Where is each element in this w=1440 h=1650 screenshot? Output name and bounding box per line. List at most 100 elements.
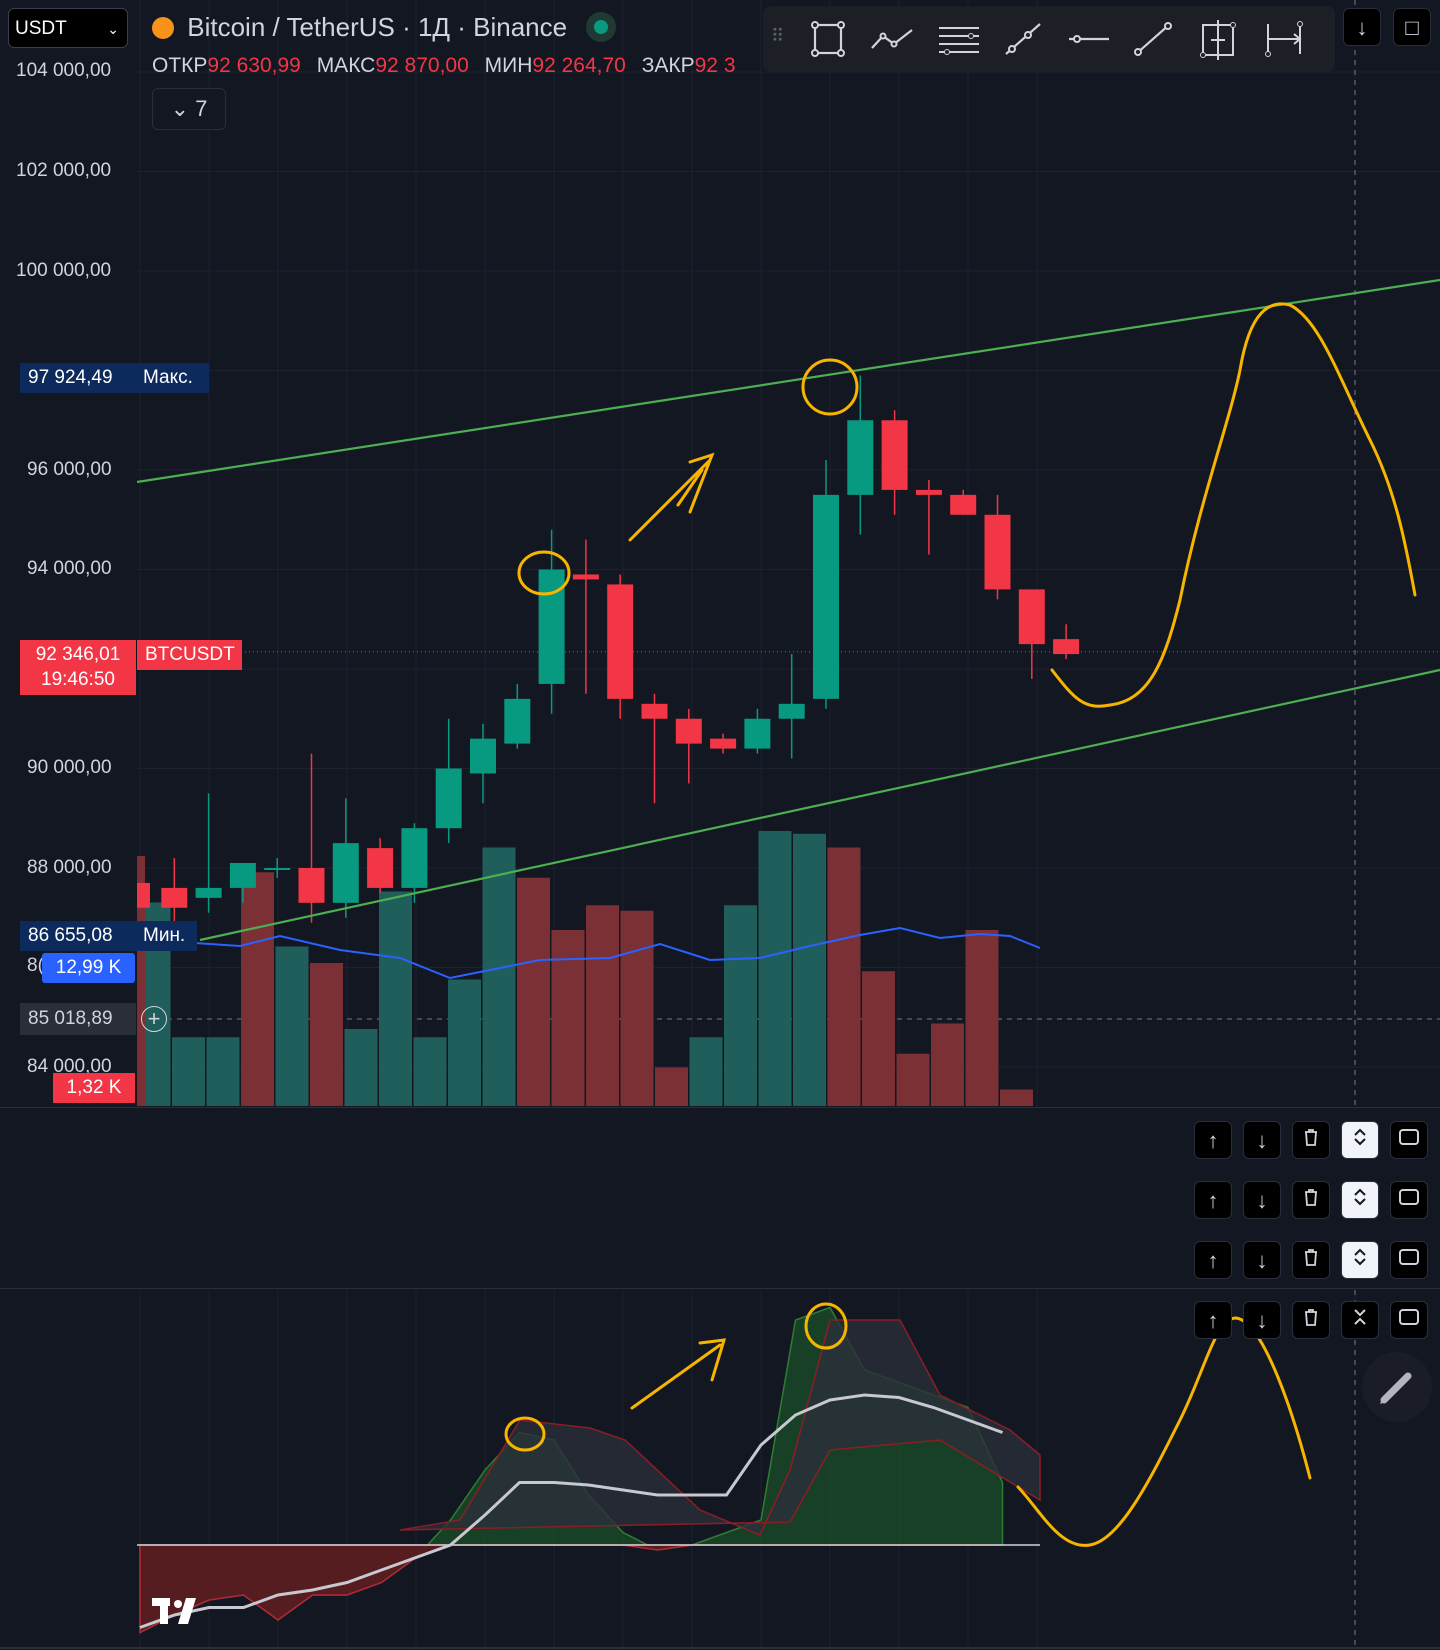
annotation-arrow	[630, 1338, 727, 1410]
symbol-select[interactable]: USDT ⌄	[8, 8, 128, 48]
maximize-icon[interactable]	[1390, 1301, 1428, 1339]
move-up-button[interactable]: ↑	[1194, 1121, 1232, 1159]
maximize-icon[interactable]: □	[1393, 8, 1431, 46]
volume-bar	[448, 979, 481, 1106]
price-label: 94 000,00	[27, 558, 112, 579]
trash-icon[interactable]	[1292, 1301, 1330, 1339]
price-label: 88 000,00	[27, 857, 112, 878]
expand-icon[interactable]	[1341, 1121, 1379, 1159]
candle	[778, 703, 805, 719]
candle	[950, 494, 977, 515]
annotations	[136, 278, 1440, 942]
low-value: 92 264,70	[532, 54, 626, 77]
expand-icon[interactable]	[1341, 1301, 1379, 1339]
candle	[641, 703, 668, 719]
candle	[137, 882, 150, 908]
volume-bar	[620, 910, 654, 1106]
annotation-circle	[504, 1416, 546, 1452]
high-label: МАКС	[316, 54, 376, 77]
price-label: 104 000,00	[16, 60, 112, 81]
candle	[1053, 639, 1080, 655]
candle	[367, 848, 394, 888]
channel-upper-line	[136, 278, 1440, 484]
candle	[675, 718, 702, 744]
chevron-down-icon: ⌄	[107, 21, 119, 37]
channel-lower-line	[199, 668, 1440, 942]
price-label: 96 000,00	[27, 459, 112, 480]
move-down-button[interactable]: ↓	[1243, 1181, 1281, 1219]
volume-ma-tag: 12,99 K	[42, 953, 135, 983]
price-label: 90 000,00	[27, 757, 112, 778]
candle	[1018, 589, 1045, 645]
bitcoin-icon	[152, 17, 174, 39]
candlestick-series	[137, 375, 1080, 928]
trend-line-icon[interactable]	[998, 16, 1048, 62]
market-open-status-icon	[586, 12, 617, 42]
add-alert-icon[interactable]: +	[141, 1006, 167, 1032]
move-down-button[interactable]: ↓	[1243, 1121, 1281, 1159]
candle	[881, 420, 908, 490]
drawing-toolbar: ⠿	[763, 6, 1335, 72]
low-label: МИН	[484, 54, 533, 77]
move-down-button[interactable]: ↓	[1243, 1241, 1281, 1279]
candle	[504, 698, 531, 744]
trash-icon[interactable]	[1292, 1121, 1330, 1159]
drawing-mode-button[interactable]	[1362, 1352, 1432, 1422]
volume-bar	[793, 833, 826, 1106]
ohlc-legend: ОТКР92 630,99 МАКС92 870,00 МИН92 264,70…	[152, 54, 746, 78]
candle	[435, 768, 462, 829]
volume-bar	[655, 1067, 688, 1106]
candle	[229, 863, 256, 888]
volume-bar	[862, 971, 895, 1106]
candle	[298, 868, 325, 903]
rectangle-icon[interactable]	[803, 16, 853, 62]
move-up-button[interactable]: ↑	[1194, 1301, 1232, 1339]
move-down-button[interactable]: ↓	[1243, 1301, 1281, 1339]
min-label-tag: Мин.	[135, 921, 197, 951]
maximize-icon[interactable]	[1390, 1241, 1428, 1279]
expand-icon[interactable]	[1341, 1181, 1379, 1219]
symbol-tag: BTCUSDT	[137, 640, 242, 670]
crosshair-price-tag: 85 018,89	[20, 1003, 136, 1035]
move-up-button[interactable]: ↑	[1194, 1181, 1232, 1219]
maximize-icon[interactable]	[1390, 1181, 1428, 1219]
ray-icon[interactable]	[1128, 16, 1178, 62]
candle	[161, 887, 188, 908]
open-label: ОТКР	[152, 54, 208, 77]
volume-bar	[689, 1037, 723, 1106]
close-label: ЗАКР	[641, 54, 695, 77]
measure-icon[interactable]	[1258, 16, 1308, 62]
trash-icon[interactable]	[1292, 1181, 1330, 1219]
volume-tag: 1,32 K	[53, 1073, 135, 1103]
annotation-projection	[1050, 302, 1417, 708]
drag-handle-icon[interactable]: ⠿	[771, 26, 786, 46]
scroll-down-button[interactable]: ↓	[1343, 8, 1381, 46]
price-label: 102 000,00	[16, 160, 112, 181]
candle	[984, 514, 1011, 590]
volume-bar	[931, 1023, 964, 1106]
annotation-circle	[804, 1302, 848, 1350]
trash-icon[interactable]	[1292, 1241, 1330, 1279]
maximize-icon[interactable]	[1390, 1121, 1428, 1159]
fib-lines-icon[interactable]	[933, 16, 983, 62]
volume-bar	[965, 930, 999, 1106]
price-label: 84 000,00	[27, 1056, 112, 1077]
move-up-button[interactable]: ↑	[1194, 1241, 1232, 1279]
indicators-toggle-button[interactable]: ⌄ 7	[152, 88, 226, 130]
oscillator-cloud	[399, 1319, 1041, 1536]
horizontal-line-icon[interactable]	[1063, 16, 1113, 62]
volume-bar	[1000, 1089, 1033, 1106]
expand-icon[interactable]	[1341, 1241, 1379, 1279]
path-icon[interactable]	[868, 16, 918, 62]
candle	[470, 738, 496, 774]
chart-title[interactable]: Bitcoin / TetherUS · 1Д · Binance	[152, 12, 617, 43]
volume-bar	[827, 847, 861, 1106]
crosshair-box-icon[interactable]	[1193, 16, 1243, 62]
max-label-tag: Макс.	[135, 363, 209, 393]
candle	[915, 489, 942, 495]
volume-bar	[482, 847, 516, 1106]
volume-bar	[724, 905, 757, 1106]
